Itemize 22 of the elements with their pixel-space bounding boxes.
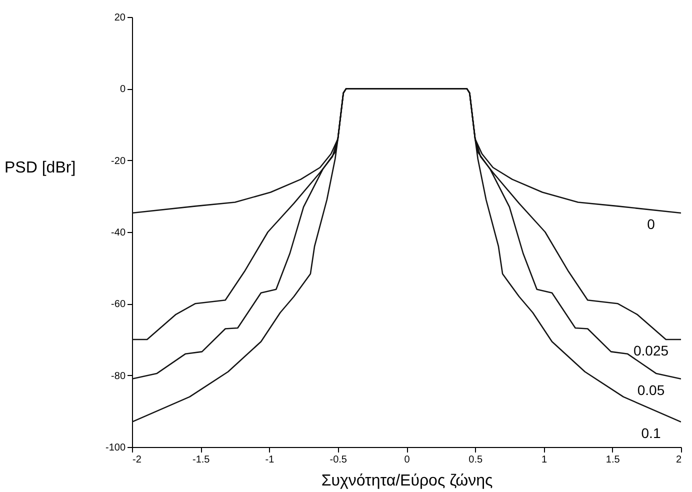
x-tick-label: 2 — [676, 454, 682, 466]
y-tick-label: 0 — [120, 84, 126, 96]
y-tick-label: -80 — [111, 370, 126, 382]
x-axis-title: Συχνότητα/Εύρος ζώνης — [321, 472, 493, 490]
series-label: 0.05 — [637, 382, 665, 398]
x-tick-label: -0.5 — [330, 454, 348, 466]
x-tick-label: -2 — [132, 454, 142, 466]
x-tick-label: -1.5 — [192, 454, 210, 466]
y-tick-label: -60 — [111, 299, 126, 310]
y-tick-label: -100 — [105, 442, 126, 454]
series-label: 0 — [647, 216, 656, 232]
y-tick-label: -20 — [111, 156, 126, 167]
x-tick-label: 1 — [541, 454, 548, 466]
x-tick-label: 0 — [404, 454, 410, 466]
series-label: 0.025 — [633, 342, 669, 358]
x-tick-label: -1 — [265, 454, 275, 466]
y-tick-label: 20 — [114, 12, 126, 24]
x-tick-label: 1.5 — [606, 454, 620, 466]
y-axis-title: PSD [dBr] — [4, 160, 76, 176]
y-tick-label: -40 — [111, 228, 126, 238]
x-tick-label: 0.5 — [468, 454, 484, 466]
series-label: 0.1 — [641, 424, 661, 441]
